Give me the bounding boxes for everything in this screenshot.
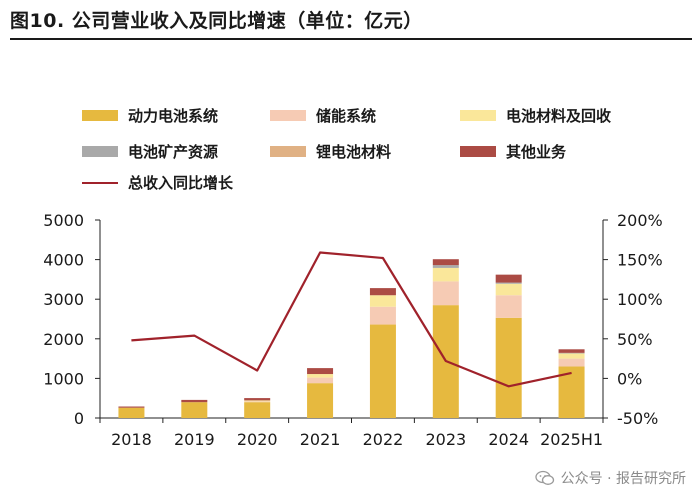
legend-label-battery-materials-recycling: 电池材料及回收: [506, 107, 612, 125]
bar-segment: [118, 407, 145, 418]
bar-segment: [244, 400, 271, 402]
x-tick-label: 2022: [363, 430, 404, 449]
bar-segment: [369, 324, 396, 418]
bar-segment: [432, 259, 459, 266]
legend-label-power-battery: 动力电池系统: [128, 107, 219, 125]
legend-label-lithium-materials: 锂电池材料: [316, 143, 392, 161]
bar-segment: [307, 377, 334, 384]
bar-segment: [432, 265, 459, 268]
legend-item-energy-storage: 储能系统: [270, 105, 376, 126]
y-right-tick-label: 150%: [617, 251, 663, 270]
legend-label-revenue-growth: 总收入同比增长: [128, 174, 234, 192]
x-tick-label: 2023: [425, 430, 466, 449]
y-right-tick-label: 100%: [617, 290, 663, 309]
legend-swatch-energy-storage: [270, 110, 306, 121]
legend-label-other-business: 其他业务: [506, 143, 567, 161]
legend: 动力电池系统 储能系统 电池材料及回收 电池矿产资源 锂电池材料 其他业务 总收…: [0, 0, 700, 200]
figure-title: 图10. 公司营业收入及同比增速（单位：亿元）: [10, 10, 423, 32]
bar-segment: [181, 402, 208, 418]
bar-segment: [558, 353, 585, 359]
bar-segment: [495, 282, 522, 284]
bar-segment: [432, 267, 459, 282]
bar-segment: [369, 288, 396, 296]
bar-segment: [558, 352, 585, 354]
bar-segment: [495, 317, 522, 418]
y-left-tick-label: 2000: [43, 330, 84, 349]
legend-swatch-power-battery: [82, 110, 118, 121]
bar-segment: [495, 274, 522, 283]
y-right-tick-label: 200%: [617, 211, 663, 230]
x-tick-label: 2018: [111, 430, 152, 449]
x-tick-label: 2020: [237, 430, 278, 449]
bar-segment: [181, 399, 208, 403]
x-tick-label: 2021: [300, 430, 341, 449]
y-left-tick-label: 4000: [43, 251, 84, 270]
bar-segment: [369, 306, 396, 325]
bar-segment: [307, 374, 334, 378]
title-divider: [10, 38, 692, 40]
bar-segment: [244, 398, 271, 401]
legend-swatch-lithium-materials: [270, 146, 306, 157]
legend-swatch-battery-materials-recycling: [460, 110, 496, 121]
bar-segment: [244, 401, 271, 403]
watermark: 公众号 · 报告研究所: [534, 468, 686, 488]
x-tick-label: 2025H1: [540, 430, 603, 449]
y-left-tick-label: 5000: [43, 211, 84, 230]
bar-segment: [558, 358, 585, 367]
bar-segment: [495, 295, 522, 318]
x-tick-label: 2024: [488, 430, 529, 449]
bar-segment: [432, 281, 459, 306]
y-left-tick-label: 1000: [43, 369, 84, 388]
legend-label-mineral-resources: 电池矿产资源: [128, 143, 219, 161]
legend-line-revenue-growth: [82, 181, 118, 184]
growth-line: [131, 251, 572, 388]
x-tick-label: 2019: [174, 430, 215, 449]
bar-segment: [307, 383, 334, 418]
bar-segment: [307, 368, 334, 375]
legend-item-other-business: 其他业务: [460, 141, 566, 162]
bar-segment: [495, 283, 522, 296]
legend-item-lithium-materials: 锂电池材料: [270, 141, 391, 162]
legend-item-revenue-growth: 总收入同比增长: [82, 172, 233, 193]
legend-label-energy-storage: 储能系统: [316, 107, 377, 125]
legend-item-mineral-resources: 电池矿产资源: [82, 141, 218, 162]
bar-segment: [558, 349, 585, 353]
legend-item-power-battery: 动力电池系统: [82, 105, 218, 126]
wechat-icon: [534, 470, 554, 485]
y-left-tick-label: 3000: [43, 290, 84, 309]
y-right-tick-label: -50%: [617, 409, 658, 428]
legend-item-battery-materials-recycling: 电池材料及回收: [460, 105, 611, 126]
y-right-tick-label: 50%: [617, 330, 653, 349]
watermark-text: 公众号 · 报告研究所: [560, 471, 686, 487]
legend-swatch-mineral-resources: [82, 146, 118, 157]
legend-swatch-other-business: [460, 146, 496, 157]
y-left-tick-label: 0: [74, 409, 84, 428]
y-right-tick-label: 0%: [617, 369, 642, 388]
bar-segment: [118, 406, 145, 408]
bar-segment: [244, 402, 271, 418]
bar-segment: [369, 295, 396, 307]
